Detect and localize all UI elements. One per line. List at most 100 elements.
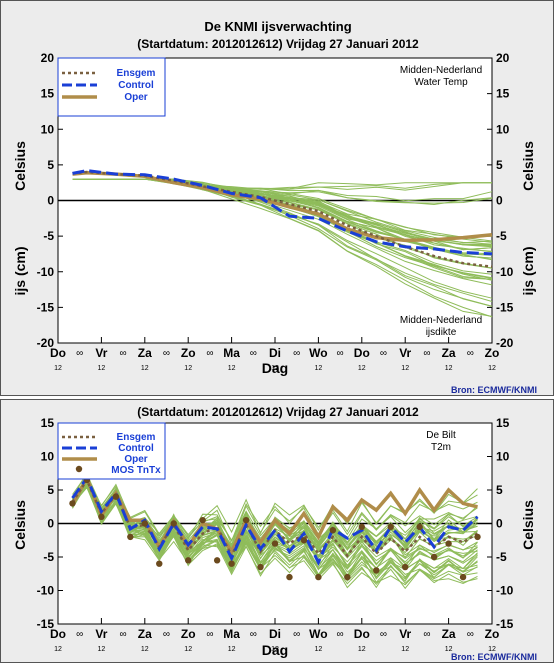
y-tick-label-left: 10 xyxy=(41,122,55,136)
x-axis-label: Dag xyxy=(262,642,288,658)
mos-point xyxy=(141,520,148,527)
ensemble-member-line xyxy=(72,483,478,580)
x-noon-marker: ∞ xyxy=(163,348,170,359)
y-tick-label-right: 0 xyxy=(496,194,503,208)
y-axis-label-ice: ijs (cm) xyxy=(12,246,28,295)
x-noon-marker: ∞ xyxy=(467,348,474,359)
y-tick-label-right: 10 xyxy=(496,450,510,464)
x-hour-label: 12 xyxy=(228,646,236,653)
legend-box xyxy=(57,57,166,117)
y-tick-label-right: 15 xyxy=(496,416,510,430)
x-hour-label: 12 xyxy=(315,365,323,372)
mos-point xyxy=(430,553,438,561)
mos-point xyxy=(445,540,452,547)
bottom-panel: (Startdatum: 2012012612) Vrijdag 27 Janu… xyxy=(0,399,554,663)
mos-point xyxy=(271,540,279,547)
x-day-label: Za xyxy=(138,346,152,360)
x-hour-label: 12 xyxy=(488,646,496,653)
mos-point xyxy=(315,573,322,581)
x-noon-marker: ∞ xyxy=(76,348,83,359)
ensgem-line xyxy=(71,477,479,559)
legend-label: Control xyxy=(118,80,154,91)
y-tick-label-right: -10 xyxy=(496,584,514,598)
x-hour-label: 12 xyxy=(445,646,453,653)
x-noon-marker: ∞ xyxy=(380,348,387,359)
mos-point xyxy=(329,527,337,534)
mos-point xyxy=(402,563,409,571)
x-noon-marker: ∞ xyxy=(337,629,344,640)
x-day-label: Di xyxy=(269,346,281,360)
mos-point xyxy=(373,567,380,574)
x-hour-label: 12 xyxy=(54,365,62,372)
y-tick-label-right: -5 xyxy=(496,550,507,564)
x-hour-label: 12 xyxy=(141,646,149,653)
ensemble-member-line xyxy=(72,478,478,590)
y-tick-label-left: -5 xyxy=(43,550,54,564)
mos-point xyxy=(242,516,250,524)
ice-title: Midden-Nederland xyxy=(400,315,482,326)
x-day-label: Do xyxy=(50,627,66,641)
y-axis-label-right: Celsius xyxy=(520,500,536,550)
x-noon-marker: ∞ xyxy=(337,348,344,359)
mos-point xyxy=(300,537,308,544)
y-tick-label-right: 0 xyxy=(496,517,503,531)
mos-point xyxy=(474,533,481,541)
legend-label: Ensgem xyxy=(117,432,156,443)
x-noon-marker: ∞ xyxy=(423,348,430,359)
y-axis-label-left: Celsius xyxy=(12,500,28,550)
legend-mos-marker xyxy=(75,465,83,473)
y-tick-label-left: -15 xyxy=(37,300,55,314)
mos-point xyxy=(199,516,206,524)
mos-point xyxy=(185,557,192,564)
y-tick-label-right: -15 xyxy=(496,300,514,314)
x-hour-label: 12 xyxy=(445,365,453,372)
x-hour-label: 12 xyxy=(271,646,279,653)
mos-point xyxy=(69,500,76,507)
x-noon-marker: ∞ xyxy=(250,348,257,359)
station-subtitle: T2m xyxy=(431,442,451,453)
x-hour-label: 12 xyxy=(488,365,496,372)
y-axis-label-ice-right: ijs (cm) xyxy=(520,246,536,295)
y-axis-label-left: Celsius xyxy=(12,141,28,191)
x-noon-marker: ∞ xyxy=(206,348,213,359)
mos-point xyxy=(387,523,394,531)
y-tick-label-left: -10 xyxy=(37,584,55,598)
y-tick-label-left: 5 xyxy=(47,483,54,497)
legend-box xyxy=(57,422,166,480)
y-tick-label-left: 20 xyxy=(41,51,55,65)
mos-point xyxy=(459,573,467,581)
x-hour-label: 12 xyxy=(98,365,106,372)
source-label: Bron: ECMWF/KNMI xyxy=(451,652,537,662)
y-tick-label-left: 15 xyxy=(41,87,55,101)
x-noon-marker: ∞ xyxy=(293,348,300,359)
temperature-forecast-chart: (Startdatum: 2012012612) Vrijdag 27 Janu… xyxy=(12,405,537,662)
oper-line xyxy=(70,473,478,556)
y-tick-label-left: 0 xyxy=(47,194,54,208)
mos-point xyxy=(170,520,177,527)
x-noon-marker: ∞ xyxy=(120,629,127,640)
legend-label: Ensgem xyxy=(117,68,156,79)
y-tick-label-right: -5 xyxy=(496,229,507,243)
ice-subtitle: ijsdikte xyxy=(426,327,457,338)
mos-point xyxy=(156,560,163,567)
legend-label-mos: MOS TnTx xyxy=(111,465,161,476)
x-day-label: Zo xyxy=(181,346,196,360)
y-tick-label-right: 10 xyxy=(496,122,510,136)
x-hour-label: 12 xyxy=(98,646,106,653)
region-title: Midden-Nederland xyxy=(400,65,482,76)
legend-label: Oper xyxy=(124,454,147,465)
y-tick-label-left: 10 xyxy=(41,450,55,464)
y-tick-label-left: 0 xyxy=(47,517,54,531)
y-tick-label-left: -15 xyxy=(37,617,55,631)
y-tick-label-right: 5 xyxy=(496,158,503,172)
x-hour-label: 12 xyxy=(271,365,279,372)
x-noon-marker: ∞ xyxy=(293,629,300,640)
x-day-label: Zo xyxy=(485,627,500,641)
y-axis-label-right: Celsius xyxy=(520,141,536,191)
ensemble-member-line xyxy=(72,482,478,589)
x-noon-marker: ∞ xyxy=(76,629,83,640)
region-subtitle: Water Temp xyxy=(414,77,468,88)
x-day-label: Vr xyxy=(95,346,107,360)
y-tick-label-right: -10 xyxy=(496,265,514,279)
x-noon-marker: ∞ xyxy=(120,348,127,359)
